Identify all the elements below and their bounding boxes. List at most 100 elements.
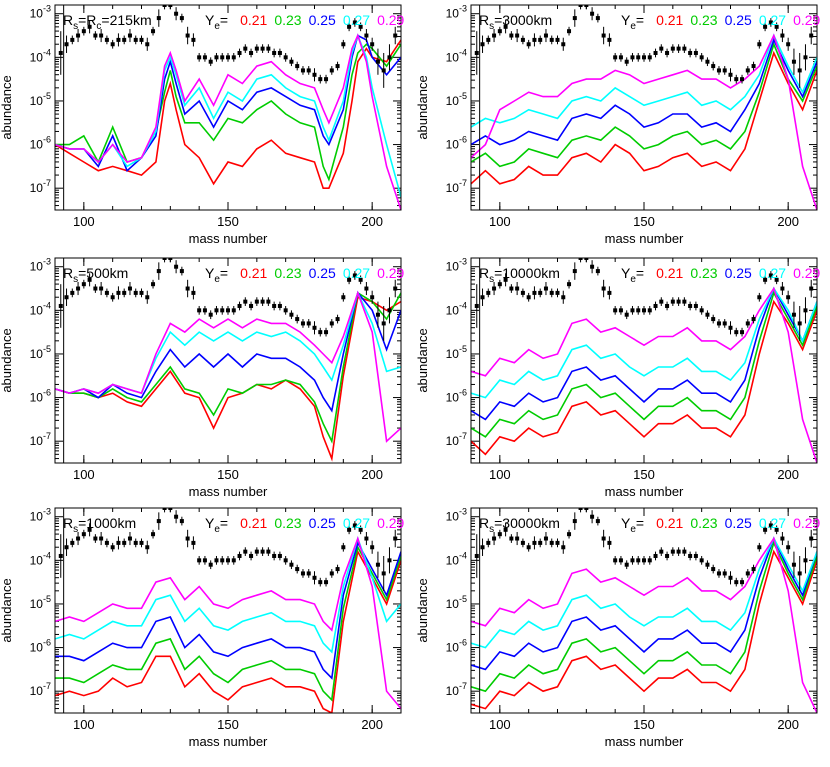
solar-data-point <box>226 308 230 313</box>
solar-data-point <box>214 308 219 313</box>
solar-data-point <box>347 24 352 29</box>
solar-data-point <box>809 286 814 291</box>
solar-data-point <box>58 303 63 308</box>
solar-data-point <box>509 33 514 38</box>
series-line-0.25 <box>471 536 817 671</box>
solar-data-point <box>104 37 109 42</box>
series-line-0.29 <box>471 33 817 210</box>
series-line-0.27 <box>471 286 817 399</box>
solar-data-point <box>370 295 375 300</box>
solar-data-point <box>162 508 167 510</box>
solar-data-point <box>630 558 635 563</box>
solar-data-point <box>665 50 670 55</box>
solar-data-point <box>312 325 317 330</box>
solar-data-point <box>277 553 282 558</box>
solar-data-point <box>87 24 92 29</box>
x-tick-label: 100 <box>73 467 95 482</box>
solar-data-point <box>375 562 380 567</box>
solar-data-point <box>387 308 392 313</box>
solar-data-point <box>341 545 346 550</box>
series-line-0.25 <box>471 37 817 146</box>
solar-data-point <box>809 536 814 541</box>
solar-data-point <box>202 558 207 563</box>
solar-data-point <box>358 24 363 29</box>
solar-data-point <box>734 580 739 585</box>
solar-data-point <box>699 55 704 60</box>
x-tick-label: 100 <box>73 717 95 732</box>
solar-data-point <box>116 37 121 42</box>
solar-data-point <box>699 558 704 563</box>
solar-data-point <box>243 549 248 554</box>
y-tick-label: 10-4 <box>30 550 51 567</box>
solar-data-point <box>387 558 392 563</box>
solar-data-point <box>515 536 520 541</box>
solar-data-point <box>688 553 693 558</box>
solar-data-point <box>763 277 768 282</box>
series-line-0.21 <box>471 549 817 710</box>
solar-data-point <box>659 46 664 51</box>
solar-data-point <box>497 532 502 537</box>
ye-legend: Ye= 0.21 0.23 0.25 0.27 0.29 <box>205 265 405 285</box>
solar-data-point <box>699 308 704 313</box>
y-tick-label: 10-3 <box>446 507 467 524</box>
solar-data-point <box>624 59 629 64</box>
solar-data-point <box>607 290 612 295</box>
solar-data-point <box>567 532 572 537</box>
solar-data-point <box>81 282 86 287</box>
solar-data-point <box>786 295 791 300</box>
chart-panel-1: 100 150 200 10-7 10-6 10-5 10-4 10-3 mass number… <box>0 4 405 246</box>
solar-data-point <box>139 37 144 42</box>
plot-frame <box>54 4 402 211</box>
solar-data-point <box>202 55 207 60</box>
solar-data-point <box>526 295 531 300</box>
solar-data-point <box>474 553 479 558</box>
series-line-0.27 <box>471 33 817 128</box>
y-tick-label: 10-3 <box>30 257 51 274</box>
solar-data-point <box>156 16 161 21</box>
solar-data-point <box>809 33 814 38</box>
solar-data-point <box>584 5 589 7</box>
solar-data-point <box>329 321 334 326</box>
solar-data-point <box>70 290 75 295</box>
solar-data-point <box>745 68 750 73</box>
x-tick-label: 100 <box>73 214 95 229</box>
solar-data-point <box>127 33 132 38</box>
y-tick-label: 10-6 <box>30 135 51 152</box>
solar-data-point <box>561 545 566 550</box>
series-line-0.21 <box>55 549 401 713</box>
solar-data-point <box>208 312 213 317</box>
solar-data-point <box>249 50 254 55</box>
solar-data-point <box>607 540 612 545</box>
plot-frame <box>54 507 402 714</box>
x-tick-label: 100 <box>489 467 511 482</box>
solar-data-point <box>716 68 721 73</box>
y-tick-label: 10-6 <box>446 638 467 655</box>
y-axis-label: abundance <box>0 75 14 139</box>
panel-label: Rs=3000km <box>479 12 552 32</box>
solar-data-point <box>751 317 756 322</box>
series-line-0.21 <box>55 39 401 189</box>
chart-panel-6: 100 150 200 10-7 10-6 10-5 10-4 10-3 mass number… <box>415 507 821 749</box>
solar-data-point <box>774 24 779 29</box>
solar-data-point <box>716 571 721 576</box>
solar-data-point <box>277 303 282 308</box>
solar-data-point <box>670 299 675 304</box>
solar-data-point <box>370 42 375 47</box>
series-line-0.25 <box>55 34 401 173</box>
solar-data-point <box>272 303 277 308</box>
series-line-0.23 <box>55 291 401 444</box>
solar-data-point <box>647 558 652 563</box>
solar-data-point <box>58 50 63 55</box>
solar-data-point <box>364 33 369 38</box>
solar-data-point <box>791 59 796 64</box>
solar-data-point <box>659 549 664 554</box>
solar-data-point <box>214 55 219 60</box>
chart-panel-5: 100 150 200 10-7 10-6 10-5 10-4 10-3 mass number… <box>0 507 405 749</box>
solar-data-point <box>601 33 606 38</box>
solar-data-point <box>352 273 357 278</box>
solar-data-point <box>740 77 745 82</box>
solar-data-point <box>81 532 86 537</box>
solar-data-point <box>676 549 681 554</box>
solar-data-point <box>375 312 380 317</box>
